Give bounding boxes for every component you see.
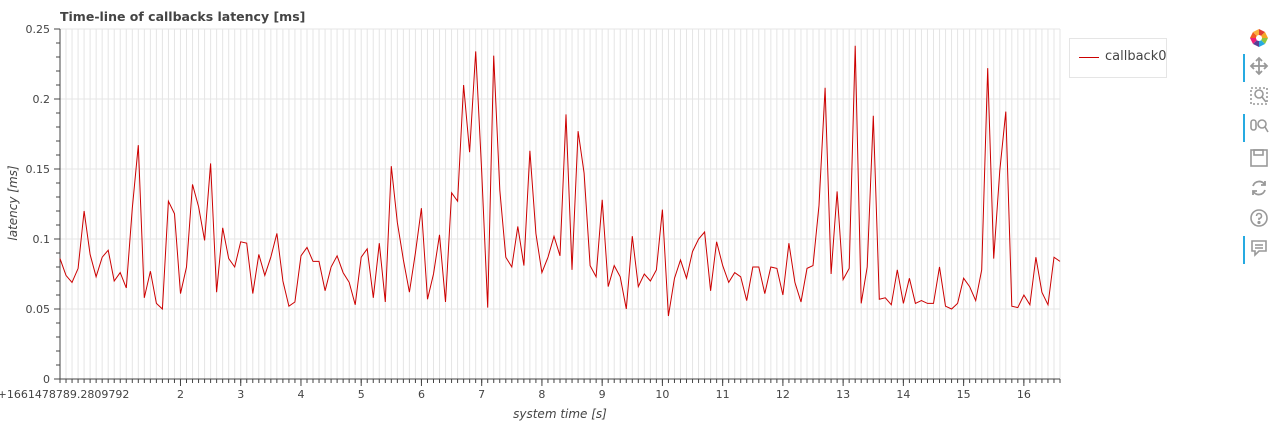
bokeh-logo-icon[interactable] [1243,26,1273,52]
x-offset-tick-label: 0+1661478789.2809792 [0,388,129,401]
x-tick-label: 3 [237,388,244,401]
y-tick-label: 0.1 [33,233,51,246]
x-tick-label: 14 [896,388,910,401]
series-group [59,45,1061,317]
y-axis-label: latency [ms] [6,165,20,241]
save-icon[interactable] [1243,146,1273,172]
y-tick-label: 0 [43,373,50,386]
x-tick-label: 4 [297,388,304,401]
legend[interactable]: callback0 [1069,38,1167,78]
x-tick-label: 12 [776,388,790,401]
reset-icon[interactable] [1243,176,1273,202]
x-tick-label: 10 [655,388,669,401]
axes [54,28,1061,386]
x-tick-label: 5 [358,388,365,401]
x-axis: 2 3 4 5 6 7 8 9 10 11 12 13 14 15 16 [177,388,1031,401]
y-tick-label: 0.15 [26,163,51,176]
x-tick-label: 16 [1017,388,1031,401]
wheel-zoom-icon[interactable] [1243,114,1273,142]
series-line-callback0 [59,45,1061,317]
y-tick-label: 0.25 [26,23,51,36]
legend-swatch-callback0 [1079,57,1099,58]
y-axis: 0 0.05 0.1 0.15 0.2 0.25 [26,23,51,386]
grid [59,28,1061,380]
x-tick-label: 15 [957,388,971,401]
series-callback0 [59,45,1061,317]
pan-icon[interactable] [1243,54,1273,82]
x-axis-label: system time [s] [513,407,607,421]
x-tick-label: 11 [716,388,730,401]
chart-title: Time-line of callbacks latency [ms] [60,9,305,24]
x-tick-label: 13 [836,388,850,401]
y-tick-label: 0.2 [33,93,51,106]
x-tick-label: 7 [478,388,485,401]
x-tick-label: 8 [538,388,545,401]
x-tick-label: 2 [177,388,184,401]
hover-icon[interactable] [1243,236,1273,264]
x-tick-label: 6 [418,388,425,401]
legend-label-callback0: callback0 [1105,49,1167,64]
box-zoom-icon[interactable] [1243,84,1273,110]
help-icon[interactable] [1243,206,1273,232]
x-tick-label: 9 [599,388,606,401]
y-tick-label: 0.05 [26,303,51,316]
